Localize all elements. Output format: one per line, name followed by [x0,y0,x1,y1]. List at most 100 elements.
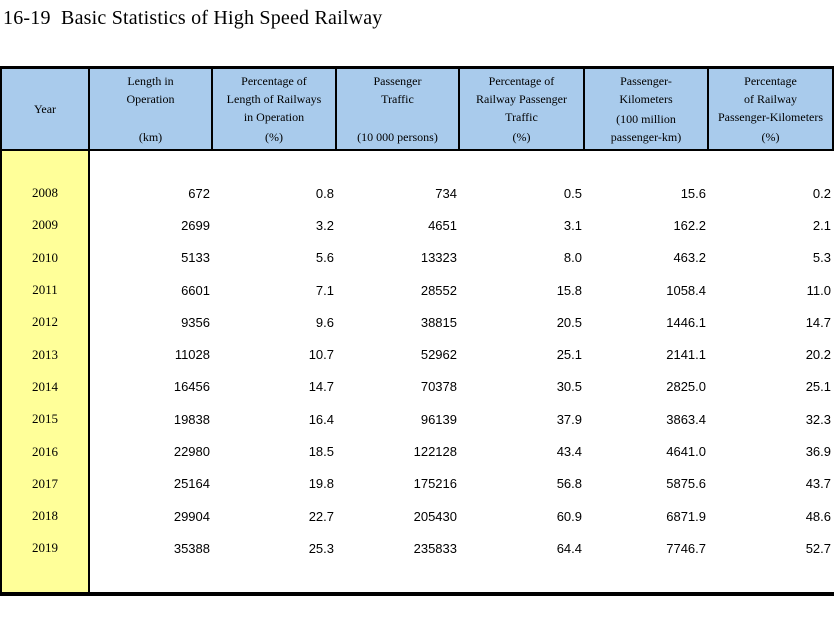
value-cell: 22980 [173,444,210,460]
value-cell: 56.8 [556,476,582,492]
value-cell: 5133 [181,250,210,266]
table-body-rows: 2008 672 0.8 734 0.5 15.6 0.2 2009 2699 3.2 4651 3.… [0,151,834,565]
value-cell: 175216 [413,476,457,492]
header-unit: (%) [512,130,531,144]
value-cell: 16456 [173,379,210,395]
year-cell: 2010 [32,249,58,265]
value-cell: 3863.4 [666,411,706,427]
value-cell: 11.0 [806,282,831,298]
header-label: Percentage of Length of Railways in Oper… [226,74,322,124]
header-cell-year: Year [0,69,90,149]
value-cell: 2.1 [812,217,831,233]
table-row: 2012 9356 9.6 38815 20.5 1446.1 14.7 [0,306,834,338]
value-cell: 19838 [173,411,210,427]
header-cell-pct-passenger-traffic: Percentage of Railway Passenger Traffic … [460,69,585,149]
header-unit: (%) [265,130,283,144]
value-cell: 0.8 [315,185,334,201]
header-label: Percentage of Railway Passenger-Kilomete… [717,74,824,124]
table-header-row: Year Length in Operation (km) Percentage… [0,69,834,151]
table-row: 2018 29904 22.7 205430 60.9 6871.9 48.6 [0,500,834,532]
year-cell: 2013 [32,346,58,362]
table-row: 2017 25164 19.8 175216 56.8 5875.6 43.7 [0,468,834,500]
year-cell: 2008 [32,185,58,201]
header-unit: (km) [138,130,163,144]
table-body: 2008 672 0.8 734 0.5 15.6 0.2 2009 2699 3.2 4651 3.… [0,151,834,592]
value-cell: 8.0 [563,250,582,266]
value-cell: 3.2 [315,217,334,233]
header-unit: (%) [761,130,780,144]
value-cell: 13323 [420,250,457,266]
value-cell: 6871.9 [666,508,706,524]
statistics-table: Year Length in Operation (km) Percentage… [0,66,834,596]
value-cell: 10.7 [308,347,334,363]
value-cell: 1058.4 [666,282,706,298]
value-cell: 36.9 [805,444,831,460]
value-cell: 14.7 [805,314,831,330]
header-label: Percentage of Railway Passenger Traffic [476,74,567,124]
value-cell: 52962 [420,347,457,363]
value-cell: 2699 [181,217,210,233]
value-cell: 11028 [174,347,210,363]
value-cell: 235833 [413,540,457,556]
table-row: 2009 2699 3.2 4651 3.1 162.2 2.1 [0,209,834,241]
value-cell: 20.5 [556,314,582,330]
value-cell: 6601 [181,282,210,298]
year-cell: 2015 [32,411,58,427]
value-cell: 5875.6 [666,476,706,492]
value-cell: 4651 [428,217,457,233]
value-cell: 7746.7 [666,540,706,556]
value-cell: 205430 [413,508,457,524]
value-cell: 30.5 [556,379,582,395]
value-cell: 5.3 [812,250,831,266]
value-cell: 7.1 [315,282,334,298]
header-cell-passenger-kilometers: Passenger- Kilometers (100 million passe… [585,69,709,149]
page-title: 16-19 Basic Statistics of High Speed Rai… [3,7,383,29]
year-cell: 2019 [32,540,58,556]
value-cell: 28552 [420,282,457,298]
value-cell: 2141.1 [666,347,706,363]
year-cell: 2012 [32,314,58,330]
value-cell: 672 [188,185,210,201]
value-cell: 5.6 [315,250,334,266]
value-cell: 4641.0 [666,444,706,460]
value-cell: 19.8 [308,476,334,492]
value-cell: 38815 [420,314,457,330]
value-cell: 32.3 [805,411,831,427]
value-cell: 1446.1 [666,314,706,330]
value-cell: 48.6 [805,508,831,524]
year-cell: 2009 [32,217,58,233]
header-label: Length in Operation [126,74,175,106]
value-cell: 16.4 [308,411,334,427]
value-cell: 43.4 [556,444,582,460]
header-cell-length-in-operation: Length in Operation (km) [90,69,213,149]
value-cell: 25.3 [308,540,334,556]
table-row: 2019 35388 25.3 235833 64.4 7746.7 52.7 [0,532,834,564]
value-cell: 0.2 [812,185,831,201]
year-cell: 2018 [32,508,58,524]
header-label: Passenger Traffic [373,74,422,106]
table-row: 2011 6601 7.1 28552 15.8 1058.4 11.0 [0,274,834,306]
table-row: 2016 22980 18.5 122128 43.4 4641.0 36.9 [0,435,834,467]
value-cell: 70378 [420,379,457,395]
header-cell-passenger-traffic: Passenger Traffic (10 000 persons) [337,69,460,149]
year-cell: 2017 [32,475,58,491]
value-cell: 29904 [173,508,210,524]
value-cell: 25164 [173,476,210,492]
header-cell-pct-length: Percentage of Length of Railways in Oper… [213,69,337,149]
value-cell: 9356 [181,314,210,330]
table-row: 2008 672 0.8 734 0.5 15.6 0.2 [0,177,834,209]
value-cell: 25.1 [556,347,582,363]
value-cell: 15.8 [556,282,582,298]
table-row: 2013 11028 10.7 52962 25.1 2141.1 20.2 [0,338,834,370]
header-cell-pct-passenger-kilometers: Percentage of Railway Passenger-Kilomete… [709,69,834,149]
value-cell: 64.4 [556,540,582,556]
table-row: 2014 16456 14.7 70378 30.5 2825.0 25.1 [0,371,834,403]
header-label: Passenger- Kilometers [619,74,673,106]
value-cell: 122128 [413,444,457,460]
value-cell: 96139 [420,411,457,427]
year-column-background [0,151,90,592]
value-cell: 20.2 [805,347,831,363]
value-cell: 0.5 [563,185,582,201]
header-unit: (100 million passenger-km) [610,112,682,144]
